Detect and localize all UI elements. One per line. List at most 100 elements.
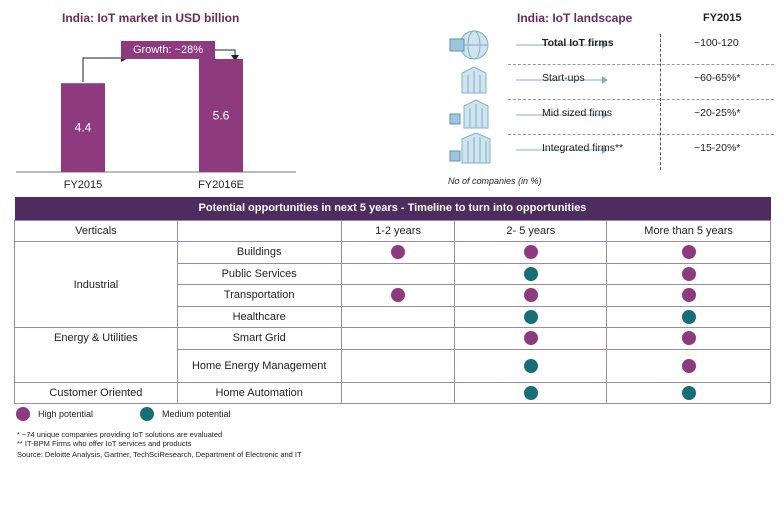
landscape-fy-label: FY2015 bbox=[703, 12, 742, 24]
segment-label: Transportation bbox=[176, 284, 342, 307]
column-header: Verticals bbox=[14, 219, 178, 242]
column-header: 1-2 years bbox=[340, 219, 456, 242]
high-potential-marker bbox=[681, 245, 696, 260]
potential-cell bbox=[454, 284, 608, 307]
medium-potential-marker bbox=[523, 309, 538, 324]
high-potential-marker bbox=[523, 288, 538, 303]
landscape-row: Start-ups ~60-65%* bbox=[436, 63, 776, 97]
potential-cell bbox=[606, 284, 771, 307]
potential-cell bbox=[454, 305, 608, 328]
potential-cell bbox=[454, 327, 608, 350]
high-potential-marker bbox=[523, 331, 538, 346]
segment-label: Healthcare bbox=[176, 305, 342, 328]
landscape-row: Integrated firms** ~15-20%* bbox=[436, 133, 776, 167]
potential-cell bbox=[454, 348, 608, 383]
chart-title: India: IoT market in USD billion bbox=[62, 11, 240, 25]
table-row: Home Energy Management bbox=[15, 348, 771, 383]
segment-label: Home Energy Management bbox=[176, 348, 342, 383]
landscape-label: Start-ups bbox=[542, 72, 585, 84]
potential-cell bbox=[454, 381, 608, 404]
landscape-arrow bbox=[516, 146, 608, 154]
growth-arrow-right-head bbox=[231, 55, 239, 61]
high-potential-marker bbox=[681, 288, 696, 303]
footnote: ** IT-BPM Firms who offer IoT services a… bbox=[17, 439, 192, 448]
table-row: Transportation bbox=[15, 284, 771, 307]
landscape-label: Mid sized firms bbox=[542, 107, 613, 119]
potential-cell bbox=[606, 381, 771, 404]
table-row: Industrial Buildings bbox=[14, 241, 771, 328]
landscape-row: Mid sized firms ~20-25%* bbox=[436, 98, 776, 132]
legend-high: High potential bbox=[16, 407, 93, 421]
high-potential-marker bbox=[681, 266, 696, 281]
potential-cell bbox=[340, 262, 456, 285]
segment-label: Smart Grid bbox=[176, 327, 342, 350]
landscape-row: Total IoT firms ~100-120 bbox=[436, 28, 776, 62]
potential-cell bbox=[340, 348, 456, 383]
landscape-label: Integrated firms** bbox=[542, 142, 624, 154]
segment-label: Buildings bbox=[176, 241, 342, 264]
legend-high-label: High potential bbox=[38, 409, 94, 419]
high-potential-marker bbox=[16, 407, 30, 421]
landscape-row-separator bbox=[508, 64, 774, 65]
potential-cell bbox=[340, 284, 456, 307]
bar-chart: 4.4 FY2015 5.6 FY2016E bbox=[16, 49, 296, 191]
large-building-icon bbox=[449, 133, 491, 164]
column-header: 2- 5 years bbox=[454, 219, 608, 242]
segment-label: Public Services bbox=[176, 262, 342, 285]
vertical-label: Customer Oriented bbox=[14, 381, 178, 404]
segment-label: Home Automation bbox=[176, 381, 342, 404]
high-potential-marker bbox=[391, 288, 406, 303]
legend-medium-label: Medium potential bbox=[162, 409, 231, 419]
small-building-icon bbox=[461, 66, 487, 94]
potential-cell bbox=[606, 241, 771, 264]
table-row: Customer Oriented Home Automation bbox=[14, 381, 771, 404]
potential-cell bbox=[340, 327, 456, 350]
vertical-label: Industrial bbox=[14, 241, 178, 328]
landscape-title: India: IoT landscape bbox=[517, 11, 633, 25]
medium-potential-marker bbox=[523, 385, 538, 400]
bar-FY2016E bbox=[199, 59, 243, 172]
medium-potential-marker bbox=[523, 266, 538, 281]
potential-cell bbox=[454, 241, 608, 264]
bars-layer: 4.4 FY2015 5.6 FY2016E bbox=[61, 59, 244, 191]
landscape-arrow bbox=[516, 76, 608, 84]
medium-potential-marker bbox=[523, 358, 538, 373]
growth-arrow-left bbox=[82, 57, 121, 82]
potential-cell bbox=[606, 348, 771, 383]
landscape-value: ~15-20%* bbox=[694, 142, 741, 154]
bar-FY2015 bbox=[61, 83, 105, 172]
potential-cell bbox=[454, 262, 608, 285]
table-title: Potential opportunities in next 5 years … bbox=[14, 197, 771, 220]
landscape-row-separator bbox=[508, 134, 774, 135]
landscape-divider bbox=[660, 34, 661, 170]
medium-potential-marker bbox=[681, 385, 696, 400]
landscape-arrow bbox=[516, 111, 608, 119]
high-potential-marker bbox=[391, 245, 406, 260]
landscape-value: ~20-25%* bbox=[694, 107, 741, 119]
bar-value-label: 5.6 bbox=[213, 109, 230, 123]
potential-cell bbox=[340, 241, 456, 264]
potential-cell bbox=[606, 262, 771, 285]
legend-medium: Medium potential bbox=[140, 407, 231, 421]
potential-cell bbox=[606, 305, 771, 328]
high-potential-marker bbox=[523, 245, 538, 260]
category-label: FY2015 bbox=[64, 179, 103, 191]
vertical-label: Energy & Utilities bbox=[14, 327, 178, 383]
landscape-row-separator bbox=[508, 99, 774, 100]
footnote: * ~74 unique companies providing IoT sol… bbox=[17, 430, 223, 439]
bar-value-label: 4.4 bbox=[75, 121, 92, 135]
potential-cell bbox=[606, 327, 771, 350]
medium-building-icon bbox=[449, 99, 489, 129]
column-header bbox=[176, 219, 342, 242]
opportunities-table: Potential opportunities in next 5 years … bbox=[14, 197, 771, 404]
landscape-value: ~100-120 bbox=[694, 37, 739, 49]
growth-arrow-right bbox=[215, 49, 236, 56]
landscape-note: No of companies (in %) bbox=[448, 176, 542, 186]
high-potential-marker bbox=[681, 331, 696, 346]
footnote: Source: Deloitte Analysis, Gartner, Tech… bbox=[17, 450, 302, 459]
high-potential-marker bbox=[681, 358, 696, 373]
landscape-value: ~60-65%* bbox=[694, 72, 741, 84]
growth-annotation: Growth: ~28% bbox=[121, 41, 215, 59]
column-header: More than 5 years bbox=[606, 219, 771, 242]
potential-cell bbox=[340, 381, 456, 404]
